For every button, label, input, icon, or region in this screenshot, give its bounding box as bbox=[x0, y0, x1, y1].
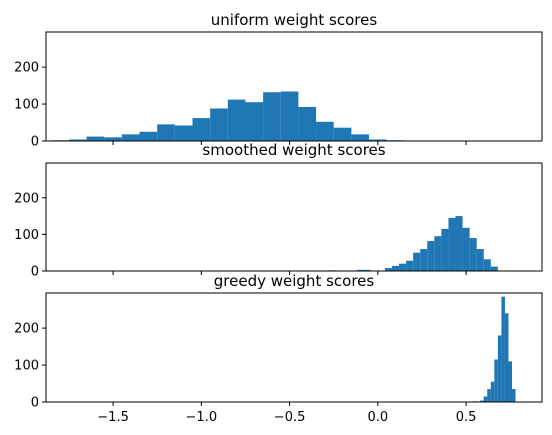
histogram-bar bbox=[86, 136, 105, 141]
x-axis-ticks bbox=[112, 271, 467, 275]
axes-frame bbox=[45, 162, 543, 272]
histogram-bar bbox=[441, 228, 449, 271]
histogram-bar bbox=[483, 396, 488, 402]
y-tick-label: 100 bbox=[14, 98, 39, 113]
histogram-bar bbox=[511, 389, 516, 402]
y-tick-label: 100 bbox=[14, 228, 39, 243]
histogram-bar bbox=[363, 269, 371, 271]
histogram-bar bbox=[157, 124, 175, 141]
histogram-bars bbox=[455, 296, 516, 402]
histogram-bar bbox=[487, 389, 491, 402]
histogram-bar bbox=[245, 102, 264, 141]
histogram-bar bbox=[504, 313, 509, 402]
histogram-bar bbox=[68, 139, 87, 141]
histogram-bar bbox=[406, 260, 414, 271]
y-tick-label: 200 bbox=[14, 322, 39, 337]
x-axis-ticks bbox=[112, 141, 467, 145]
histogram-bar bbox=[139, 131, 158, 141]
y-tick-label: 200 bbox=[14, 191, 39, 206]
histogram-bar bbox=[413, 252, 421, 271]
histogram-bar bbox=[333, 127, 352, 141]
histogram-bar bbox=[369, 139, 387, 141]
histogram-bar bbox=[210, 108, 228, 141]
histogram-bar bbox=[316, 121, 334, 141]
histogram-bar bbox=[497, 335, 502, 402]
histogram-bar bbox=[227, 99, 246, 141]
x-tick-label: −1.0 bbox=[186, 410, 218, 425]
x-tick-label: −1.5 bbox=[97, 410, 129, 425]
histogram-bar bbox=[263, 92, 281, 141]
histogram-bar bbox=[174, 125, 193, 141]
y-axis-ticks: 0 100 200 bbox=[14, 322, 46, 411]
histogram-bar bbox=[494, 359, 498, 402]
x-axis-ticks: −1.5 −1.0 −0.5 0.0 0.5 bbox=[97, 402, 476, 425]
x-tick-label: 0.5 bbox=[456, 410, 477, 425]
histogram-bar bbox=[121, 134, 140, 141]
histogram-bar bbox=[448, 217, 456, 271]
histogram-bar bbox=[391, 265, 400, 271]
histogram-bar bbox=[298, 107, 317, 141]
histogram-bar bbox=[476, 249, 484, 271]
histogram-bar bbox=[192, 118, 211, 141]
histogram-bar bbox=[434, 236, 442, 271]
y-axis-ticks: 0 100 200 bbox=[14, 61, 46, 150]
histogram-bar bbox=[351, 134, 370, 141]
histogram-bar bbox=[427, 240, 435, 271]
histogram-bar bbox=[280, 91, 299, 141]
histogram-bar bbox=[384, 268, 392, 271]
smoothed-weight-panel: smoothed weight scores 0 100 200 bbox=[14, 141, 543, 280]
histogram-bar bbox=[462, 227, 470, 271]
x-tick-label: −0.5 bbox=[274, 410, 306, 425]
histogram-bar bbox=[490, 381, 495, 402]
histogram-bar bbox=[480, 400, 484, 402]
histogram-bar bbox=[399, 263, 407, 271]
panel-title: greedy weight scores bbox=[214, 272, 375, 290]
x-tick-label: 0.0 bbox=[367, 410, 388, 425]
axes-frame bbox=[45, 292, 543, 403]
histogram-bar bbox=[469, 238, 477, 271]
histogram-bar bbox=[501, 296, 505, 402]
axes-frame bbox=[45, 31, 543, 142]
histogram-bar bbox=[104, 137, 122, 141]
histogram-bar bbox=[420, 249, 428, 271]
histogram-bar bbox=[483, 259, 491, 271]
y-tick-label: 100 bbox=[14, 359, 39, 374]
uniform-weight-panel: uniform weight scores 0 100 200 bbox=[14, 11, 543, 150]
panel-title: smoothed weight scores bbox=[202, 141, 385, 159]
y-tick-label: 0 bbox=[31, 135, 39, 150]
histogram-bar bbox=[455, 216, 463, 271]
histogram-bar bbox=[490, 266, 498, 271]
histogram-bar bbox=[508, 361, 512, 402]
panel-title: uniform weight scores bbox=[211, 11, 378, 29]
greedy-weight-panel: greedy weight scores 0 100 200 −1.5 −1.0 −0.… bbox=[14, 272, 543, 425]
histogram-bar bbox=[356, 269, 364, 271]
y-tick-label: 0 bbox=[31, 396, 39, 411]
y-tick-label: 200 bbox=[14, 61, 39, 76]
y-axis-ticks: 0 100 200 bbox=[14, 191, 46, 280]
y-tick-label: 0 bbox=[31, 265, 39, 280]
